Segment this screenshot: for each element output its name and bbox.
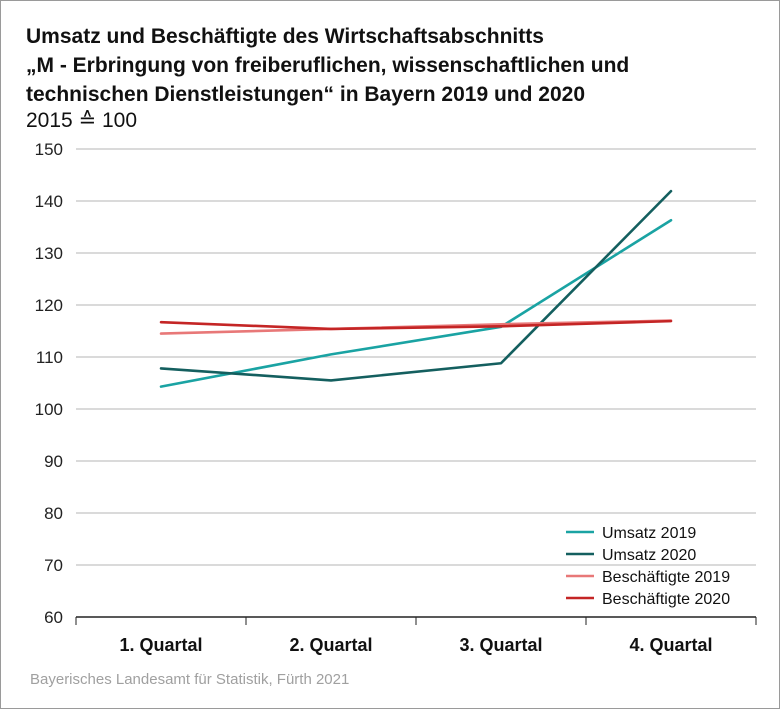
legend-item: Umsatz 2019 — [566, 525, 696, 542]
y-tick-label: 110 — [36, 348, 63, 367]
y-tick-label: 130 — [35, 244, 63, 263]
legend-label: Beschäftigte 2019 — [602, 569, 730, 586]
chart-subtitle: 2015 ≙ 100 — [26, 109, 138, 132]
y-tick-label: 150 — [35, 140, 63, 159]
legend-item: Umsatz 2020 — [566, 547, 696, 564]
series-lines — [159, 189, 673, 388]
y-tick-label: 120 — [35, 296, 63, 315]
source-note: Bayerisches Landesamt für Statistik, Für… — [30, 671, 350, 688]
y-axis-tick-labels: 60 70 80 90 100 110 120 130 140 150 — [35, 140, 63, 627]
legend-label: Umsatz 2019 — [602, 525, 696, 542]
x-axis-tick-labels: 1. Quartal 2. Quartal 3. Quartal 4. Quartal — [119, 635, 712, 655]
title-line-2: „M - Erbringung von freiberuflichen, wis… — [26, 54, 630, 77]
legend-item: Beschäftigte 2020 — [566, 591, 730, 608]
y-tick-label: 140 — [35, 192, 63, 211]
y-tick-label: 60 — [44, 608, 63, 627]
y-tick-label: 80 — [44, 504, 63, 523]
title-line-1: Umsatz und Beschäftigte des Wirtschaftsa… — [26, 25, 544, 48]
x-tick-label: 1. Quartal — [119, 635, 202, 655]
y-tick-label: 70 — [44, 556, 63, 575]
legend: Umsatz 2019 Umsatz 2020 Beschäftigte 2019 B… — [566, 525, 730, 608]
series-line-2 — [159, 189, 673, 382]
x-tick-label: 2. Quartal — [289, 635, 372, 655]
x-tick-label: 4. Quartal — [629, 635, 712, 655]
series-line-4 — [159, 319, 673, 331]
y-tick-label: 100 — [35, 400, 63, 419]
x-axis — [75, 616, 757, 625]
legend-label: Beschäftigte 2020 — [602, 591, 730, 608]
series-line-1 — [159, 218, 673, 388]
y-tick-label: 90 — [44, 452, 63, 471]
gridlines — [76, 148, 756, 566]
chart-header: Umsatz und Beschäftigte des Wirtschaftsa… — [26, 22, 766, 133]
legend-label: Umsatz 2020 — [602, 547, 696, 564]
title-line-3: technischen Dienstleistungen“ in Bayern … — [26, 83, 586, 106]
legend-item: Beschäftigte 2019 — [566, 569, 730, 586]
x-tick-label: 3. Quartal — [459, 635, 542, 655]
